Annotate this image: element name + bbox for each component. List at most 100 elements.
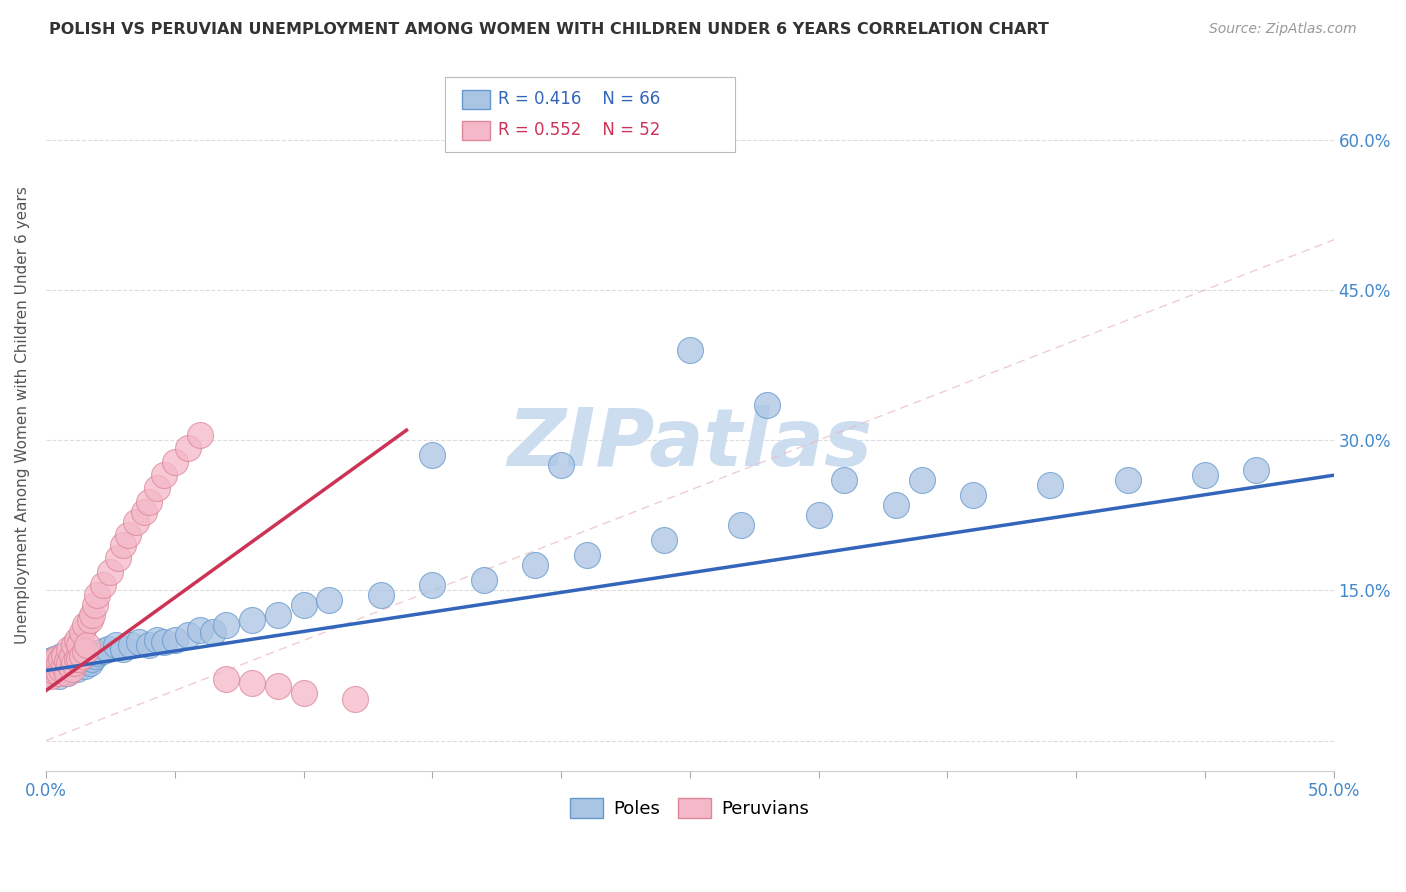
Point <box>58 664 80 678</box>
Point <box>176 441 198 455</box>
Point <box>145 633 167 648</box>
Point <box>104 639 127 653</box>
Point <box>63 653 86 667</box>
Point <box>82 651 104 665</box>
Point <box>153 468 176 483</box>
Point <box>58 641 80 656</box>
Point <box>38 665 60 680</box>
Point <box>91 578 114 592</box>
Point <box>153 635 176 649</box>
Point <box>807 508 830 523</box>
Point <box>66 661 89 675</box>
Point <box>58 656 80 670</box>
Point <box>48 668 70 682</box>
Point <box>55 653 77 667</box>
Point <box>60 658 83 673</box>
Point <box>60 661 83 675</box>
Point <box>79 614 101 628</box>
Point <box>83 648 105 663</box>
Point <box>1039 478 1062 492</box>
FancyBboxPatch shape <box>446 78 735 152</box>
Point <box>69 651 91 665</box>
Point <box>202 625 225 640</box>
Point <box>215 618 238 632</box>
Point <box>343 691 366 706</box>
Point <box>420 578 443 592</box>
Point <box>63 639 86 653</box>
Point <box>48 656 70 670</box>
Y-axis label: Unemployment Among Women with Children Under 6 years: Unemployment Among Women with Children U… <box>15 186 30 644</box>
Point <box>48 661 70 675</box>
Point <box>1246 463 1268 477</box>
Point <box>267 608 290 623</box>
Point <box>652 533 675 548</box>
Point <box>45 656 67 670</box>
Point <box>66 651 89 665</box>
Point <box>45 661 67 675</box>
Point <box>39 658 62 673</box>
Point <box>76 653 98 667</box>
Point <box>730 518 752 533</box>
Point <box>86 646 108 660</box>
Point <box>60 651 83 665</box>
Point <box>60 648 83 663</box>
Point <box>69 656 91 670</box>
Point <box>318 593 340 607</box>
Point <box>38 653 60 667</box>
Point <box>292 599 315 613</box>
Point <box>42 653 65 667</box>
Point <box>55 665 77 680</box>
Point <box>70 651 93 665</box>
Point <box>190 428 212 442</box>
Point <box>190 624 212 638</box>
Text: POLISH VS PERUVIAN UNEMPLOYMENT AMONG WOMEN WITH CHILDREN UNDER 6 YEARS CORRELAT: POLISH VS PERUVIAN UNEMPLOYMENT AMONG WO… <box>49 22 1049 37</box>
Legend: Poles, Peruvians: Poles, Peruvians <box>562 790 817 826</box>
Point <box>73 658 96 673</box>
Point <box>834 473 856 487</box>
Point <box>69 639 91 653</box>
Point <box>51 651 73 665</box>
Point <box>70 625 93 640</box>
Point <box>83 599 105 613</box>
Text: R = 0.416    N = 66: R = 0.416 N = 66 <box>498 90 661 109</box>
Point <box>51 661 73 675</box>
Point <box>120 639 142 653</box>
Point <box>176 628 198 642</box>
Point <box>267 679 290 693</box>
Point <box>55 665 77 680</box>
Point <box>53 658 76 673</box>
Point <box>1194 468 1216 483</box>
FancyBboxPatch shape <box>463 120 491 140</box>
Point <box>756 398 779 412</box>
Point <box>550 458 572 473</box>
Point <box>86 589 108 603</box>
Point <box>42 664 65 678</box>
Point <box>679 343 702 357</box>
Point <box>472 574 495 588</box>
Point <box>42 664 65 678</box>
Point <box>145 481 167 495</box>
Point <box>420 448 443 462</box>
Text: R = 0.552    N = 52: R = 0.552 N = 52 <box>498 121 661 139</box>
Point <box>45 651 67 665</box>
Point <box>73 618 96 632</box>
Point <box>163 633 186 648</box>
Point <box>66 633 89 648</box>
Point <box>524 558 547 573</box>
Point <box>112 641 135 656</box>
Text: ZIPatlas: ZIPatlas <box>508 405 872 483</box>
Point <box>240 675 263 690</box>
Point <box>117 528 139 542</box>
Point <box>91 643 114 657</box>
Point <box>39 668 62 682</box>
Point <box>79 656 101 670</box>
Point <box>370 589 392 603</box>
Point <box>48 665 70 680</box>
Point <box>132 505 155 519</box>
Point <box>292 685 315 699</box>
Point <box>112 538 135 552</box>
Point <box>76 639 98 653</box>
Point <box>138 495 160 509</box>
Point <box>42 651 65 665</box>
Point <box>82 608 104 623</box>
